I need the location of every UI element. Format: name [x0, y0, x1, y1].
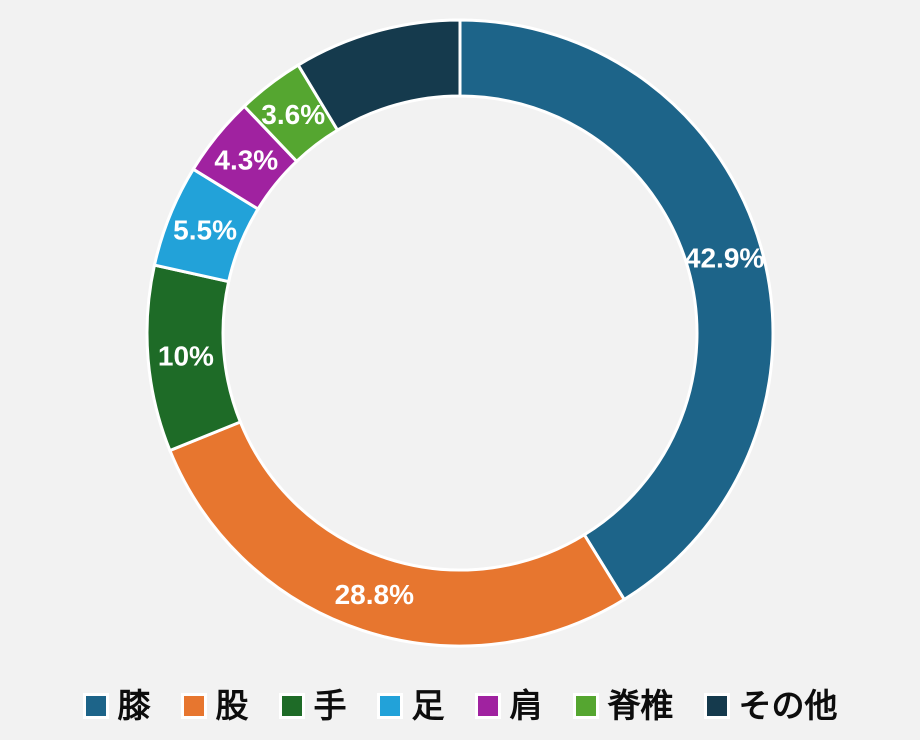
legend-item-hip[interactable]: 股 [180, 687, 249, 724]
legend-swatch-icon [180, 692, 207, 719]
slice-label-foot: 5.5% [173, 214, 237, 245]
legend-swatch-icon [82, 692, 109, 719]
slice-label-knee: 42.9% [685, 243, 764, 274]
legend-item-shoulder[interactable]: 肩 [474, 687, 543, 724]
legend-label-spine: 脊椎 [607, 687, 674, 724]
slice-label-spine: 3.6% [261, 99, 325, 130]
legend-swatch-icon [474, 692, 501, 719]
slice-label-shoulder: 4.3% [214, 145, 278, 176]
legend-label-other: その他 [738, 687, 838, 724]
legend-label-foot: 足 [411, 687, 445, 724]
donut-slice-hip[interactable] [167, 420, 627, 648]
donut-slice-other[interactable] [296, 18, 462, 133]
chart-legend: 膝 股 手 足 肩 脊椎 その他 [0, 689, 920, 722]
legend-label-hip: 股 [215, 687, 249, 724]
legend-swatch-icon [703, 692, 730, 719]
donut-slice-knee[interactable] [458, 18, 775, 602]
legend-item-foot[interactable]: 足 [376, 687, 445, 724]
legend-swatch-icon [278, 692, 305, 719]
legend-label-shoulder: 肩 [509, 687, 543, 724]
slice-label-hand: 10% [158, 340, 214, 371]
legend-swatch-icon [376, 692, 403, 719]
slice-label-hip: 28.8% [335, 579, 414, 610]
legend-item-spine[interactable]: 脊椎 [572, 687, 674, 724]
legend-item-hand[interactable]: 手 [278, 687, 347, 724]
legend-swatch-icon [572, 692, 599, 719]
legend-item-knee[interactable]: 膝 [82, 687, 151, 724]
legend-label-knee: 膝 [117, 687, 151, 724]
legend-item-other[interactable]: その他 [703, 687, 838, 724]
legend-label-hand: 手 [313, 687, 347, 724]
